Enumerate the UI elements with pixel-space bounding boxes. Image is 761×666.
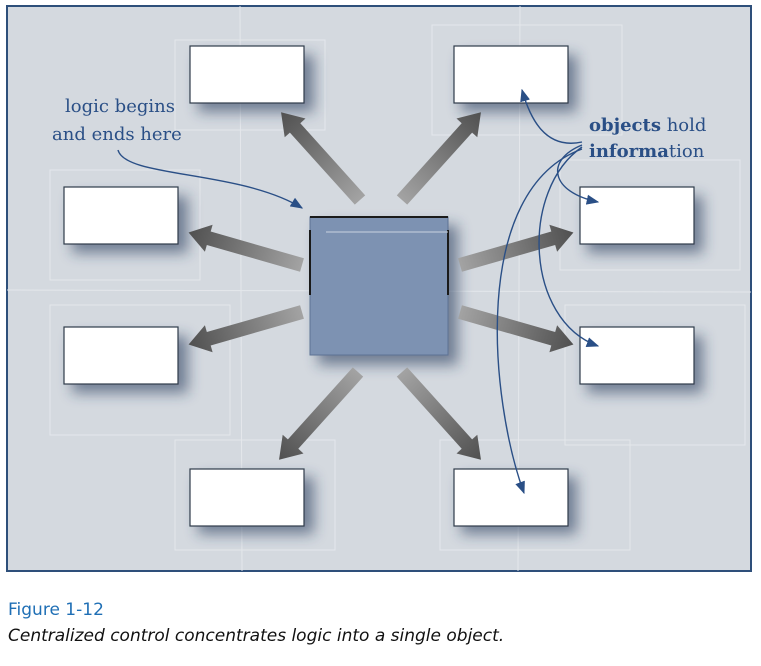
figure-number: Figure 1-12 — [8, 600, 104, 620]
object-box-top-right — [453, 45, 569, 104]
annotation-logic-line1: logic begins — [65, 96, 175, 117]
object-box-lower-right — [579, 326, 695, 385]
central-control-object — [309, 216, 449, 356]
object-boxes — [63, 45, 695, 527]
pointer-to-top-right-box — [520, 88, 583, 144]
annotation-logic-line2: and ends here — [52, 124, 182, 145]
pointer-to-lower-right-box — [538, 146, 600, 347]
pointer-to-upper-right-box — [556, 144, 600, 205]
object-box-upper-right — [579, 186, 695, 245]
object-box-top-left — [189, 45, 305, 104]
annotation-objects-rest-1: hold — [661, 115, 706, 136]
pointer-to-bottom-right-box — [496, 148, 583, 495]
annotation-objects-bold-2: informa — [589, 141, 669, 162]
object-box-lower-left — [63, 326, 179, 385]
annotation-objects-rest-2: tion — [669, 141, 705, 162]
annotation-objects-bold-1: objects — [589, 115, 661, 136]
object-box-upper-left — [63, 186, 179, 245]
object-box-bottom-right — [453, 468, 569, 527]
figure-caption: Centralized control concentrates logic i… — [8, 626, 505, 646]
annotation-logic-pointer — [117, 149, 304, 209]
object-box-bottom-left — [189, 468, 305, 527]
annotation-objects-line2: information — [589, 141, 705, 162]
annotation-objects-pointers — [496, 88, 600, 495]
annotation-objects-line1: objects hold — [589, 115, 706, 136]
panel-texture — [6, 5, 752, 572]
